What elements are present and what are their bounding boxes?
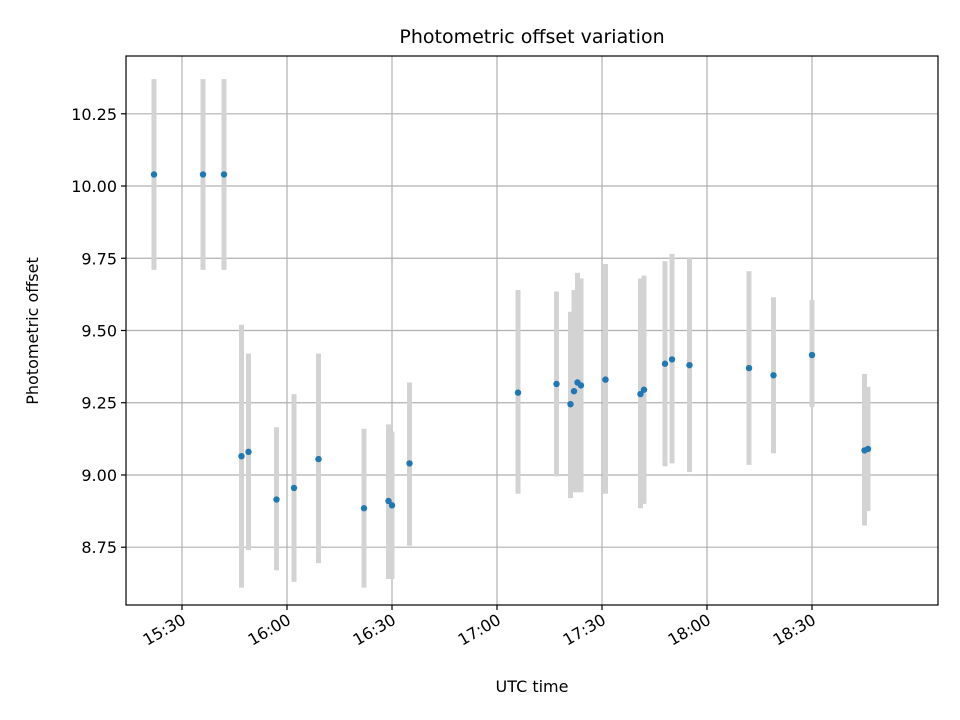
data-point bbox=[567, 400, 574, 408]
data-point bbox=[199, 171, 207, 178]
data-point bbox=[577, 382, 585, 389]
data-point bbox=[360, 505, 368, 512]
y-tick-label: 9.75 bbox=[81, 249, 117, 268]
plot-area bbox=[125, 55, 939, 606]
data-point bbox=[686, 361, 693, 369]
data-point bbox=[553, 380, 560, 388]
x-axis-label: UTC time bbox=[496, 677, 569, 696]
data-point bbox=[273, 496, 280, 503]
y-axis-label: Photometric offset bbox=[23, 257, 42, 405]
data-point bbox=[570, 387, 578, 395]
data-point bbox=[514, 389, 522, 396]
chart-title: Photometric offset variation bbox=[399, 26, 664, 48]
y-tick-label: 9.50 bbox=[81, 322, 117, 341]
y-tick-label: 10.25 bbox=[71, 105, 117, 124]
data-point bbox=[385, 497, 392, 505]
y-tick-label: 9.00 bbox=[81, 466, 117, 485]
data-point bbox=[220, 171, 228, 178]
data-points bbox=[150, 171, 872, 512]
data-point bbox=[290, 484, 298, 492]
data-point bbox=[406, 460, 413, 467]
data-point bbox=[640, 386, 648, 393]
data-point bbox=[245, 448, 252, 456]
data-point bbox=[388, 502, 396, 509]
data-point bbox=[770, 372, 777, 379]
data-point bbox=[864, 445, 872, 453]
y-tick-label: 10.00 bbox=[71, 177, 117, 196]
y-tick-label: 9.25 bbox=[81, 394, 117, 413]
data-point bbox=[150, 171, 158, 178]
y-axis-ticks: 8.75 9.00 9.25 9.50 9.75 10.00 10.25 bbox=[71, 105, 126, 557]
data-point bbox=[808, 351, 816, 359]
data-point bbox=[661, 360, 669, 367]
y-tick-label: 8.75 bbox=[81, 538, 117, 557]
data-point bbox=[668, 356, 676, 363]
data-point bbox=[315, 455, 322, 463]
data-point bbox=[637, 390, 644, 398]
data-point bbox=[745, 364, 753, 372]
data-point bbox=[238, 452, 245, 460]
data-point bbox=[602, 376, 609, 383]
